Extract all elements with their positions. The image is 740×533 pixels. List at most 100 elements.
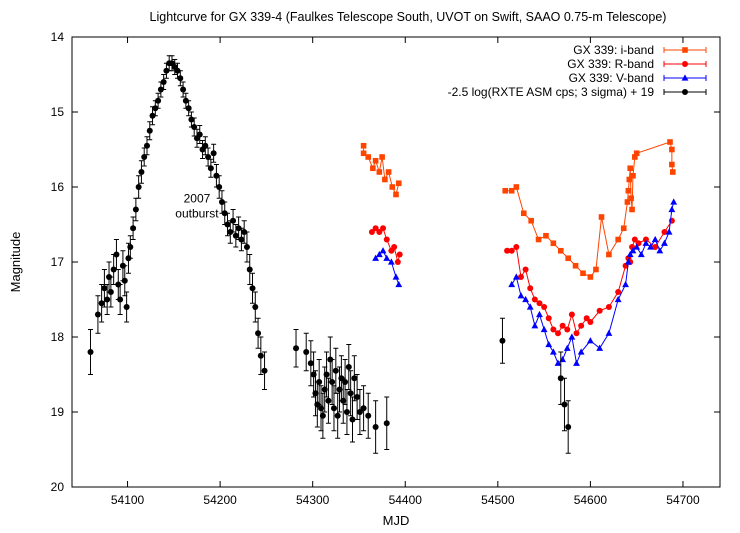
y-tick-label: 18 [51,330,65,344]
data-point [587,319,594,325]
data-point [182,97,189,104]
data-point [249,285,256,292]
series-2 [372,198,678,366]
data-point [626,250,634,258]
y-tick-label: 19 [51,405,65,419]
x-tick-label: 54100 [111,493,145,507]
data-point [307,360,314,367]
data-point [205,154,212,160]
data-point [123,304,130,310]
data-point [395,180,402,187]
data-point [559,322,566,329]
data-point [224,221,231,228]
data-point [232,232,239,239]
data-point [667,139,673,145]
data-point [572,262,579,269]
series-1 [368,217,675,337]
data-point [394,259,401,265]
legend-marker [682,61,688,67]
data-point [235,225,242,232]
data-point [508,247,515,254]
series-line [511,201,675,366]
data-point [375,250,383,258]
series-line [505,141,674,278]
x-tick-label: 54600 [574,493,608,507]
data-point [163,67,170,74]
data-point [113,251,120,258]
data-point [152,105,159,112]
data-point [669,146,675,153]
y-tick-label: 20 [51,480,65,494]
data-point [104,296,111,303]
data-point [669,161,675,168]
data-point [642,239,650,246]
data-point [565,255,571,262]
x-axis: 54100 54200 54300 54400 54500 54600 54700 [111,37,700,507]
data-point [230,217,237,224]
data-point [559,355,567,363]
data-point [261,367,268,374]
y-axis-label: Magnitude [8,232,23,293]
data-point [614,295,622,303]
data-point [622,280,629,288]
data-point [365,154,372,160]
data-point [216,184,223,190]
data-point [110,266,117,273]
data-point [508,187,515,194]
x-tick-label: 54200 [203,493,237,507]
data-point [565,424,572,430]
data-point [557,247,564,254]
data-point [180,86,187,93]
data-point [606,251,612,258]
data-point [368,229,375,235]
data-point [185,105,192,112]
data-point [656,247,664,254]
data-point [557,375,564,382]
data-point [593,266,599,273]
data-point [587,274,594,280]
data-point [627,165,634,172]
data-point [526,303,534,310]
data-point [387,258,395,265]
data-point [665,228,673,235]
data-point [330,405,337,412]
outburst-annotation: 2007 outburst [175,192,219,221]
data-point [241,229,248,235]
data-point [661,239,668,246]
data-point [535,236,542,243]
data-point [626,176,633,183]
legend-marker [682,89,688,95]
data-point [564,326,571,333]
data-point [642,236,649,243]
data-point [207,165,214,172]
data-point [383,254,391,261]
legend-label: GX 339: i-band [573,43,654,57]
data-point [520,210,527,217]
data-point [624,199,631,205]
data-point [382,176,388,183]
data-point [383,236,390,243]
data-point [334,412,341,419]
data-point [372,157,379,164]
data-point [669,169,676,175]
data-point [372,225,379,232]
data-point [527,285,534,292]
data-point [391,244,398,250]
data-point [596,344,604,351]
data-point [598,214,605,220]
data-point [668,205,676,213]
y-tick-label: 14 [51,30,65,44]
data-point [316,379,323,385]
data-point [380,225,387,232]
data-point [360,405,367,412]
data-point [578,322,585,329]
data-point [513,184,520,190]
data-point [141,154,148,160]
data-point [531,322,539,329]
data-point [342,379,349,385]
data-point [130,225,137,232]
data-point [536,300,543,307]
data-point [517,292,525,299]
